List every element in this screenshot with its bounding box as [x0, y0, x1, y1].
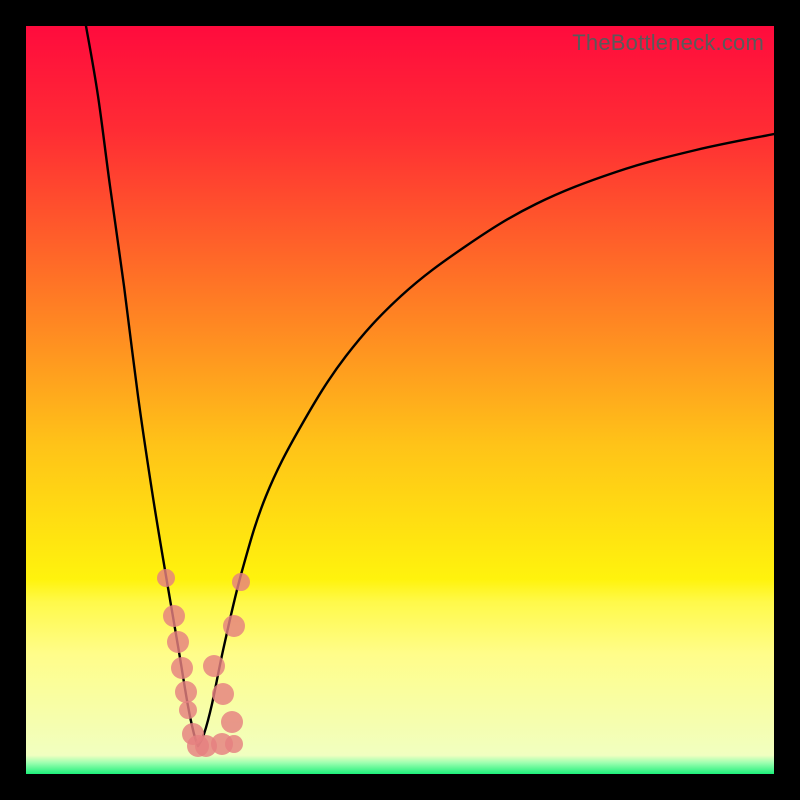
curves-overlay	[26, 26, 774, 774]
plot-area: TheBottleneck.com	[26, 26, 774, 774]
data-marker	[223, 615, 245, 637]
chart-frame: TheBottleneck.com	[0, 0, 800, 800]
data-marker	[212, 683, 234, 705]
right-curve	[198, 134, 774, 746]
data-marker	[167, 631, 189, 653]
data-marker	[163, 605, 185, 627]
data-marker	[175, 681, 197, 703]
data-marker	[179, 701, 197, 719]
data-marker	[157, 569, 175, 587]
watermark-label: TheBottleneck.com	[572, 30, 764, 56]
data-marker	[232, 573, 250, 591]
data-marker	[203, 655, 225, 677]
data-marker	[221, 711, 243, 733]
data-marker	[225, 735, 243, 753]
data-marker	[171, 657, 193, 679]
